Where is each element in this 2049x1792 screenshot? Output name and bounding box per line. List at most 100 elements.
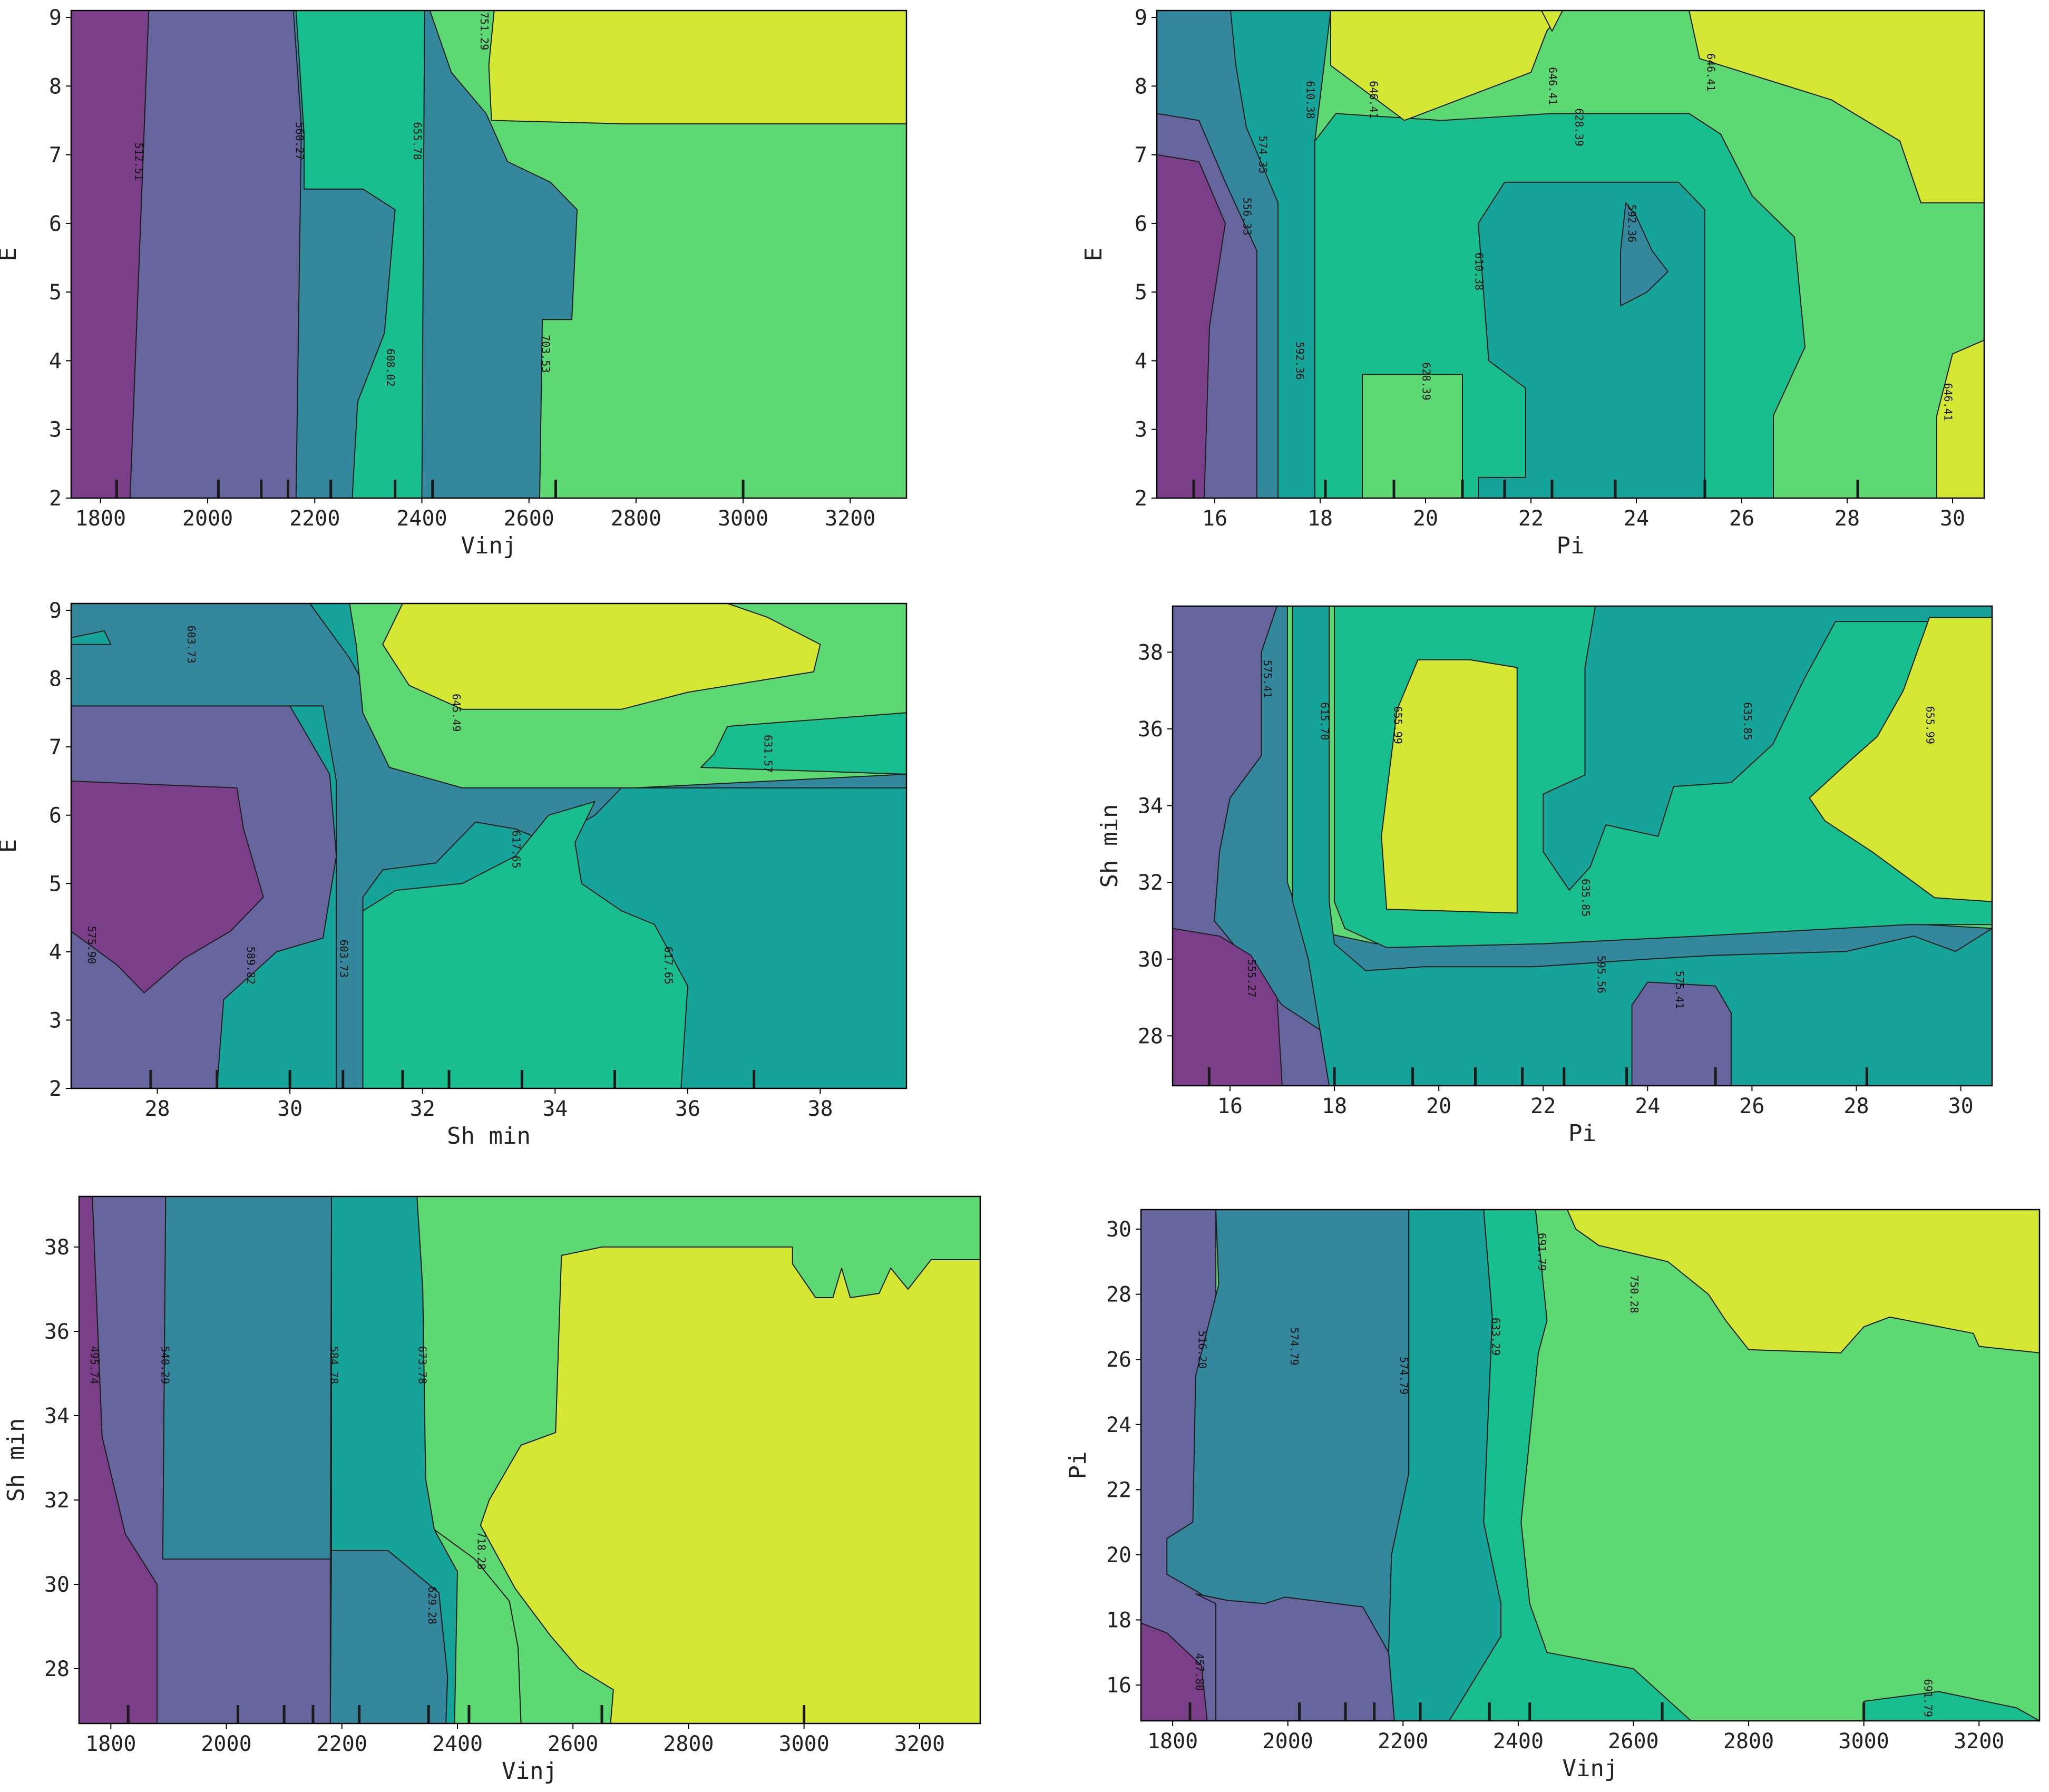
y-tick-label: 2 [49,486,62,511]
plot-area: 555.27 575.41 575.41 595.56 615.70 635.85 635.… [1173,606,1992,1086]
contour-level-label: 691.79 [1921,1679,1934,1717]
x-tick-label: 2800 [1723,1729,1774,1754]
x-tick-label: 2800 [611,507,661,531]
plot-frame [1156,9,1985,499]
contour-level-label: 574.35 [1257,135,1270,173]
y-tick-label: 9 [1135,6,1147,30]
contour-level-label: 635.85 [1741,702,1754,740]
x-axis-label: Pi [1568,1120,1596,1147]
y-tick-label: 3 [1135,418,1147,442]
contour-level-label: 555.27 [1245,959,1258,997]
x-tick-label: 2600 [504,507,554,531]
y-tick-label: 3 [49,1008,62,1033]
y-tick-label: 28 [1138,1024,1163,1048]
contour-level-label: 646.41 [1546,67,1559,105]
y-tick-label: 32 [44,1488,70,1513]
contour-level-label: 608.02 [384,348,397,386]
contour-level-label: 589.82 [245,947,257,985]
plot-frame [70,9,908,499]
contour-region [295,11,425,498]
contour-region [1292,606,1992,1086]
y-tick-label: 30 [1138,948,1163,972]
contour-panel-6: 516.20 457.80 574.79 574.79 633.29 691.79 750.… [1065,1209,2041,1782]
x-tick-label: 3000 [718,507,768,531]
contour-level-label: 646.41 [1705,53,1718,91]
contour-level-label: 751.29 [478,12,491,50]
y-tick-label: 2 [49,1077,62,1101]
x-tick-label: 38 [807,1097,833,1121]
x-axis-label: Sh min [447,1123,531,1150]
contour-region [1448,1210,1692,1721]
contour-level-label: 655.99 [1924,706,1937,744]
contour-region [1620,202,1669,307]
plot-frame [1140,1209,2041,1722]
y-tick-label: 9 [49,6,62,30]
y-tick-label: 6 [1135,212,1147,236]
x-tick-label: 2200 [1378,1729,1428,1754]
contour-region [1195,1593,1395,1721]
contour-region [71,11,150,498]
contour-region [1936,339,1984,498]
contour-region [1689,11,1984,203]
x-tick-label: 2200 [317,1732,367,1756]
y-tick-label: 7 [1135,143,1147,168]
y-tick-label: 26 [1106,1348,1131,1372]
contour-level-label: 646.41 [1941,383,1954,421]
y-tick-label: 38 [44,1235,70,1260]
contour-panel-4: 555.27 575.41 575.41 595.56 615.70 635.85 635.… [1096,605,1993,1147]
y-tick-label: 5 [49,872,62,896]
x-tick-label: 36 [675,1097,700,1121]
x-tick-label: 2800 [663,1732,714,1756]
y-tick-label: 28 [1106,1283,1131,1307]
x-tick-label: 30 [1940,507,1965,531]
contour-region [1381,659,1518,914]
x-tick-label: 2400 [1493,1729,1544,1754]
x-tick-label: 16 [1202,507,1227,531]
x-tick-label: 20 [1426,1094,1451,1118]
y-tick-label: 34 [44,1404,70,1428]
y-tick-label: 36 [1138,717,1163,742]
contour-region [382,603,821,710]
contour-level-label: 615.70 [1319,702,1331,740]
x-tick-label: 30 [277,1097,303,1121]
y-tick-label: 4 [1135,349,1147,373]
contour-level-label: 584.78 [328,1346,340,1384]
x-tick-label: 22 [1530,1094,1556,1118]
x-tick-label: 32 [410,1097,435,1121]
contour-panel-3: 603.73 645.49 631.57 617.65 617.65 603.73 589.… [0,599,908,1150]
y-tick-label: 24 [1106,1413,1131,1437]
y-tick-label: 7 [49,735,62,759]
contour-level-label: 645.49 [450,694,463,732]
x-tick-label: 26 [1729,507,1754,531]
plot-area: 495.74 540.29 584.78 629.28 673.78 718.28 [79,1196,980,1723]
contour-region [1543,606,1992,891]
contour-region [1566,1210,2040,1353]
contour-level-label: 575.41 [1261,660,1274,698]
x-tick-label: 34 [542,1097,568,1121]
y-axis-label: Pi [1065,1452,1091,1479]
x-tick-label: 1800 [1147,1729,1198,1754]
contour-region [1330,11,1563,121]
y-tick-label: 18 [1106,1608,1131,1632]
x-tick-label: 26 [1739,1094,1764,1118]
y-axis-label: E [1080,247,1107,261]
contour-region [71,780,264,994]
contour-panel-2: 556.33 574.35 592.36 610.38 628.39 628.39 610.… [1080,6,1985,559]
x-tick-label: 2000 [1263,1729,1313,1754]
plot-area: 516.20 457.80 574.79 574.79 633.29 691.79 750.… [1141,1210,2040,1721]
y-tick-label: 16 [1106,1673,1131,1698]
contour-region [1173,928,1283,1086]
plot-frame [1172,605,1993,1087]
contour-level-label: 574.79 [1288,1327,1301,1365]
contour-level-label: 718.28 [475,1532,487,1570]
x-tick-label: 3000 [779,1732,830,1756]
contour-level-label: 556.33 [1241,198,1253,236]
x-tick-label: 28 [144,1097,170,1121]
contour-level-label: 629.28 [426,1586,438,1624]
contour-level-label: 750.28 [1628,1275,1641,1313]
y-tick-label: 6 [49,212,62,236]
x-tick-label: 16 [1217,1094,1243,1118]
contour-region [162,1196,332,1560]
x-tick-label: 3200 [894,1732,945,1756]
x-tick-label: 24 [1635,1094,1660,1118]
